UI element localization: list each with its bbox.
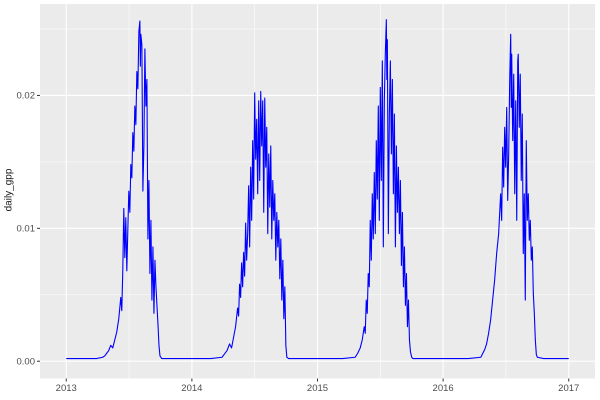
x-tick-label: 2016 (433, 383, 454, 394)
x-tick-label: 2014 (181, 383, 202, 394)
x-tick-label: 2017 (558, 383, 579, 394)
y-axis-title: daily_gpp (3, 168, 15, 212)
gpp-series-line (66, 19, 569, 360)
y-tick-label: 0.01 (17, 224, 36, 235)
y-tick-label: 0.02 (17, 91, 36, 102)
y-tick-label: 0.00 (17, 356, 36, 367)
x-tick-label: 2013 (56, 383, 77, 394)
x-tick-label: 2015 (307, 383, 328, 394)
